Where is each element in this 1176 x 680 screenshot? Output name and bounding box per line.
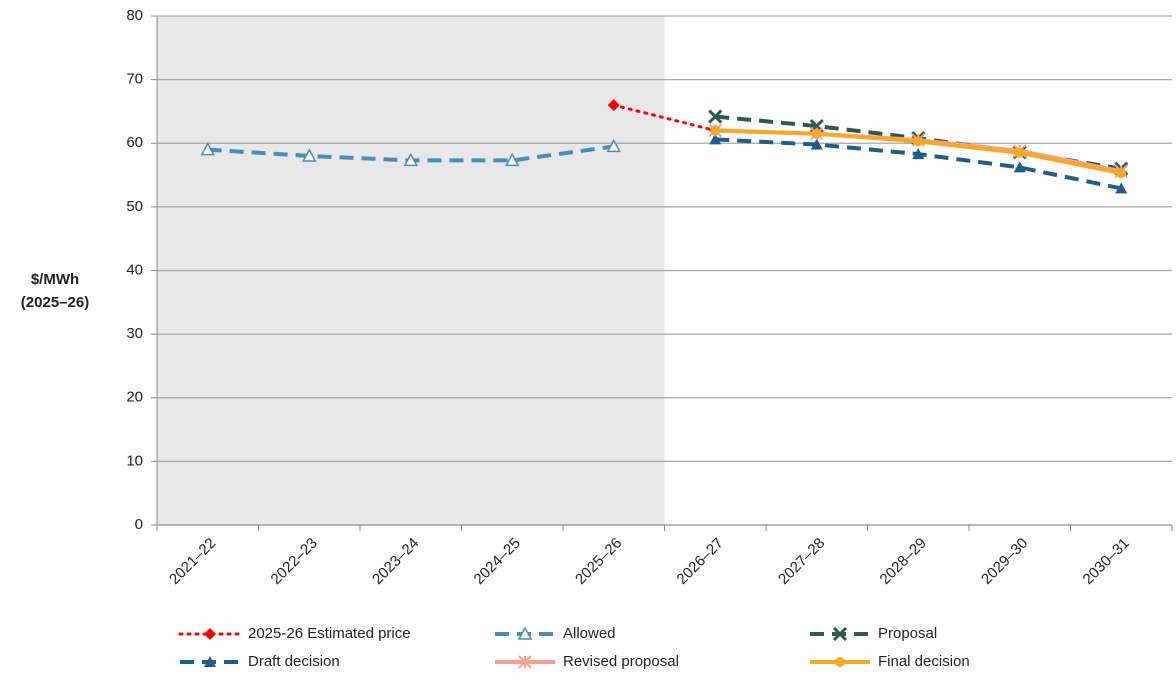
y-tick-label: 20 (126, 389, 143, 406)
x-tick-label: 2022–23 (268, 535, 321, 588)
marker (1116, 168, 1127, 179)
y-tick-label: 60 (126, 134, 143, 151)
legend-item: Allowed (495, 625, 616, 642)
legend-item: Proposal (810, 625, 937, 642)
marker (835, 657, 845, 667)
marker (403, 152, 419, 167)
legend-label: Draft decision (248, 653, 340, 670)
legend-label: Allowed (563, 625, 616, 642)
marker (301, 148, 317, 162)
marker (518, 655, 532, 669)
x-tick-label: 2028–29 (877, 535, 930, 588)
y-tick-label: 50 (126, 198, 143, 215)
x-tick-label: 2030–31 (1080, 535, 1133, 588)
marker (913, 136, 924, 147)
marker (607, 99, 620, 112)
marker (204, 656, 216, 667)
marker (1115, 182, 1128, 194)
series-line (715, 137, 1122, 191)
marker (811, 128, 822, 139)
marker (204, 628, 216, 640)
marker (810, 138, 823, 150)
legend-label: Final decision (878, 653, 970, 670)
legend-label: 2025-26 Estimated price (248, 625, 411, 642)
marker (1014, 147, 1025, 158)
legend-item: Final decision (810, 653, 970, 670)
legend-item: Revised proposal (495, 653, 679, 670)
legend-label: Revised proposal (563, 653, 679, 670)
y-axis-label: (2025–26) (21, 294, 89, 311)
marker (912, 148, 925, 160)
marker (200, 142, 216, 156)
x-tick-label: 2029–30 (978, 535, 1031, 588)
x-tick-label: 2023–24 (369, 535, 422, 588)
marker (708, 109, 723, 124)
y-tick-label: 70 (126, 71, 143, 88)
marker (710, 125, 721, 136)
legend-item: 2025-26 Estimated price (178, 625, 411, 642)
marker (832, 626, 848, 642)
marker (1013, 161, 1026, 173)
y-tick-label: 80 (126, 7, 143, 24)
y-tick-label: 40 (126, 261, 143, 278)
marker (517, 626, 533, 640)
legend-label: Proposal (878, 625, 937, 642)
marker (606, 138, 622, 153)
marker (709, 133, 722, 145)
y-tick-label: 30 (126, 325, 143, 342)
series-line (612, 103, 717, 133)
y-tick-label: 10 (126, 452, 143, 469)
x-tick-label: 2027–28 (775, 535, 828, 588)
x-tick-label: 2026–27 (674, 535, 727, 588)
x-tick-label: 2025–26 (572, 535, 625, 588)
y-axis-label: $/MWh (31, 271, 79, 288)
marker (504, 152, 520, 167)
x-tick-label: 2021–22 (166, 535, 219, 588)
legend-item: Draft decision (180, 653, 340, 670)
y-tick-label: 0 (135, 516, 143, 533)
x-tick-label: 2024–25 (471, 535, 524, 588)
